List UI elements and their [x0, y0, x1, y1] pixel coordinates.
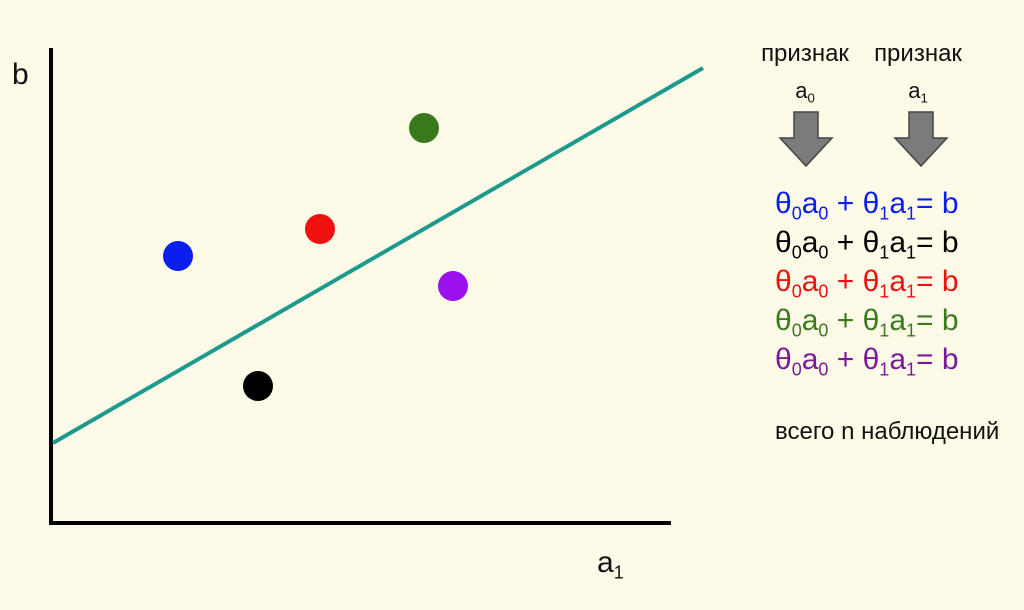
point-black	[243, 371, 273, 401]
down-arrow-icon	[893, 111, 949, 168]
feature-var: a1	[908, 78, 928, 106]
point-red	[305, 214, 335, 244]
y-axis-label: b	[12, 58, 29, 91]
point-green	[409, 113, 439, 143]
observations-note: всего n наблюдений	[775, 418, 1000, 445]
equation-list: θ0a0 + θ1a1= b θ0a0 + θ1a1= b θ0a0 + θ1a…	[775, 184, 959, 379]
feature-var: a0	[795, 78, 815, 106]
regression-line	[52, 66, 704, 445]
point-purple	[438, 271, 468, 301]
feature-a1: признак a1	[858, 40, 978, 106]
down-arrow-icon	[778, 111, 834, 168]
feature-a0: признак a0	[745, 40, 865, 106]
equation-row: θ0a0 + θ1a1= b	[775, 226, 959, 263]
feature-word: признак	[761, 40, 849, 67]
equation-row: θ0a0 + θ1a1= b	[775, 343, 959, 380]
x-axis-label: a1	[597, 546, 624, 583]
equation-row: θ0a0 + θ1a1= b	[775, 187, 959, 224]
point-blue	[163, 241, 193, 271]
equation-row: θ0a0 + θ1a1= b	[775, 265, 959, 302]
feature-word: признак	[874, 40, 962, 67]
equation-row: θ0a0 + θ1a1= b	[775, 304, 959, 341]
